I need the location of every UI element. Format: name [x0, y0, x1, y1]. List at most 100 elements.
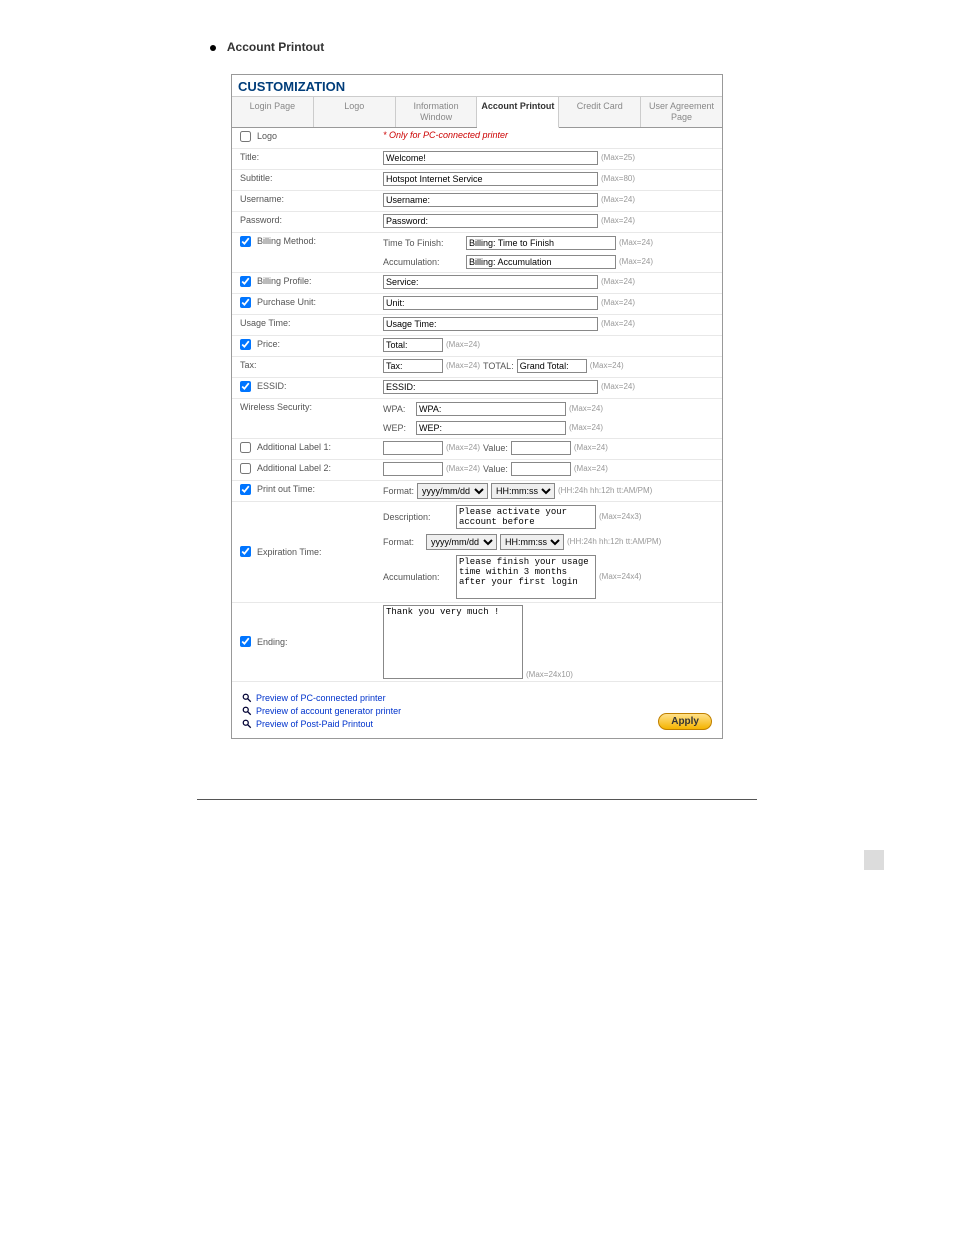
search-icon — [242, 719, 252, 729]
preview-pc-printer-label: Preview of PC-connected printer — [256, 693, 386, 703]
billing-profile-label: Billing Profile: — [257, 276, 312, 286]
subtitle-input[interactable] — [383, 172, 598, 186]
exp-format-hint: (HH:24h hh:12h tt:AM/PM) — [567, 537, 661, 546]
acc-hint: (Max=24) — [619, 257, 653, 266]
preview-account-generator-label: Preview of account generator printer — [256, 706, 401, 716]
acc-sublabel: Accumulation: — [383, 257, 463, 267]
acc-input[interactable] — [466, 255, 616, 269]
price-hint: (Max=24) — [446, 340, 480, 349]
essid-label: ESSID: — [257, 381, 287, 391]
expiration-checkbox[interactable] — [240, 546, 251, 557]
billing-method-checkbox[interactable] — [240, 236, 251, 247]
price-label: Price: — [257, 339, 280, 349]
preview-postpaid-label: Preview of Post-Paid Printout — [256, 719, 373, 729]
purchase-unit-input[interactable] — [383, 296, 598, 310]
addl1-value-input[interactable] — [511, 441, 571, 455]
tab-account-printout[interactable]: Account Printout — [477, 97, 559, 128]
form-body: Logo * Only for PC-connected printer Tit… — [232, 128, 722, 738]
purchase-unit-checkbox[interactable] — [240, 297, 251, 308]
password-label: Password: — [240, 215, 282, 225]
total-hint: (Max=24) — [590, 361, 624, 370]
exp-desc-hint: (Max=24x3) — [599, 512, 641, 521]
exp-desc-label: Description: — [383, 512, 453, 522]
title-hint: (Max=25) — [601, 153, 635, 162]
addl2-checkbox[interactable] — [240, 463, 251, 474]
search-icon — [242, 706, 252, 716]
subtitle-hint: (Max=80) — [601, 174, 635, 183]
tab-login-page[interactable]: Login Page — [232, 97, 314, 127]
tabs: Login Page Logo Information Window Accou… — [232, 96, 722, 128]
username-input[interactable] — [383, 193, 598, 207]
tax-label: Tax: — [240, 360, 257, 370]
ttf-input[interactable] — [466, 236, 616, 250]
tab-information-window[interactable]: Information Window — [396, 97, 478, 127]
addl1-checkbox[interactable] — [240, 442, 251, 453]
username-hint: (Max=24) — [601, 195, 635, 204]
essid-checkbox[interactable] — [240, 381, 251, 392]
addl1-value-label: Value: — [483, 443, 508, 453]
usage-time-input[interactable] — [383, 317, 598, 331]
page-number-box — [864, 850, 884, 870]
apply-button[interactable]: Apply — [658, 713, 712, 730]
tab-credit-card[interactable]: Credit Card — [559, 97, 641, 127]
tax-hint: (Max=24) — [446, 361, 480, 370]
price-input[interactable] — [383, 338, 443, 352]
addl1-input[interactable] — [383, 441, 443, 455]
wep-sublabel: WEP: — [383, 423, 413, 433]
billing-profile-hint: (Max=24) — [601, 277, 635, 286]
usage-time-hint: (Max=24) — [601, 319, 635, 328]
essid-input[interactable] — [383, 380, 598, 394]
addl1-hint2: (Max=24) — [574, 443, 608, 452]
usage-time-label: Usage Time: — [240, 318, 291, 328]
printout-format2-select[interactable]: HH:mm:ss — [491, 483, 555, 499]
wpa-input[interactable] — [416, 402, 566, 416]
footer-links: Preview of PC-connected printer Preview … — [232, 682, 722, 738]
search-icon — [242, 693, 252, 703]
printout-time-label: Print out Time: — [257, 484, 315, 494]
addl2-value-input[interactable] — [511, 462, 571, 476]
ttf-sublabel: Time To Finish: — [383, 238, 463, 248]
price-checkbox[interactable] — [240, 339, 251, 350]
printout-time-checkbox[interactable] — [240, 484, 251, 495]
expiration-label: Expiration Time: — [257, 547, 322, 557]
exp-format1-select[interactable]: yyyy/mm/dd — [426, 534, 497, 550]
tab-user-agreement[interactable]: User Agreement Page — [641, 97, 722, 127]
ending-textarea[interactable]: Thank you very much ! — [383, 605, 523, 679]
addl1-hint1: (Max=24) — [446, 443, 480, 452]
exp-desc-textarea[interactable]: Please activate your account before — [456, 505, 596, 529]
tab-logo[interactable]: Logo — [314, 97, 396, 127]
addl2-value-label: Value: — [483, 464, 508, 474]
password-hint: (Max=24) — [601, 216, 635, 225]
title-input[interactable] — [383, 151, 598, 165]
billing-method-label: Billing Method: — [257, 236, 316, 246]
ending-checkbox[interactable] — [240, 636, 251, 647]
total-input[interactable] — [517, 359, 587, 373]
printout-format1-select[interactable]: yyyy/mm/dd — [417, 483, 488, 499]
tax-input[interactable] — [383, 359, 443, 373]
billing-profile-input[interactable] — [383, 275, 598, 289]
wep-input[interactable] — [416, 421, 566, 435]
preview-pc-printer-link[interactable]: Preview of PC-connected printer — [242, 693, 712, 703]
preview-postpaid-link[interactable]: Preview of Post-Paid Printout — [242, 719, 712, 729]
exp-acc-label: Accumulation: — [383, 572, 453, 582]
exp-acc-textarea[interactable]: Please finish your usage time within 3 m… — [456, 555, 596, 599]
printout-format-label: Format: — [383, 486, 414, 496]
header-title: Account Printout — [227, 40, 324, 54]
preview-account-generator-link[interactable]: Preview of account generator printer — [242, 706, 712, 716]
purchase-unit-hint: (Max=24) — [601, 298, 635, 307]
customization-panel: CUSTOMIZATION Login Page Logo Informatio… — [231, 74, 723, 739]
addl2-label: Additional Label 2: — [257, 463, 331, 473]
addl2-hint1: (Max=24) — [446, 464, 480, 473]
password-input[interactable] — [383, 214, 598, 228]
wpa-hint: (Max=24) — [569, 404, 603, 413]
printout-format-hint: (HH:24h hh:12h tt:AM/PM) — [558, 486, 652, 495]
total-sublabel: TOTAL: — [483, 361, 514, 371]
panel-title: CUSTOMIZATION — [232, 75, 722, 96]
essid-hint: (Max=24) — [601, 382, 635, 391]
ending-label: Ending: — [257, 637, 288, 647]
exp-format2-select[interactable]: HH:mm:ss — [500, 534, 564, 550]
logo-checkbox[interactable] — [240, 131, 251, 142]
footer-rule — [197, 799, 757, 800]
billing-profile-checkbox[interactable] — [240, 276, 251, 287]
addl2-input[interactable] — [383, 462, 443, 476]
